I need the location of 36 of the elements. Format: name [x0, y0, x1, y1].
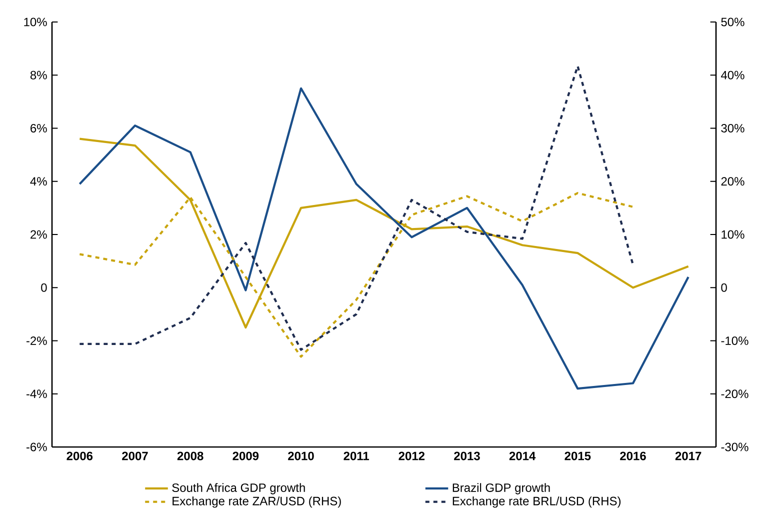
x-tick-label: 2012 — [398, 452, 425, 460]
x-tick-label: 2015 — [564, 452, 591, 460]
y2-tick-label: 40% — [720, 70, 744, 80]
legend-label: South Africa GDP growth — [172, 483, 305, 494]
y2-tick-label: 20% — [721, 177, 744, 186]
x-tick-label: 2010 — [288, 452, 314, 460]
x-tick-label: 2011 — [344, 452, 370, 460]
y-tick-label: -6% — [26, 442, 47, 452]
legend-label: Brazil GDP growth — [452, 483, 550, 494]
line-series — [78, 87, 690, 390]
y2-tick-label: -20% — [721, 390, 748, 398]
y-tick-label: 4% — [30, 177, 47, 186]
x-tick-label: 2008 — [177, 452, 204, 460]
y-tick-label: 6% — [30, 124, 47, 132]
y-tick-label: 10% — [24, 18, 47, 26]
x-tick-label: 2006 — [66, 452, 93, 460]
y-tick-label: 0 — [41, 283, 47, 292]
y2-tick-label: 30% — [721, 124, 744, 132]
x-tick-label: 2017 — [675, 452, 702, 460]
y-tick-label: 2% — [30, 230, 47, 239]
x-tick-label: 2013 — [454, 452, 480, 460]
x-tick-label: 2007 — [122, 452, 148, 460]
y2-tick-label: -30% — [721, 442, 748, 452]
y2-tick-label: -10% — [721, 336, 748, 346]
y2-tick-label: 10% — [722, 230, 744, 239]
x-tick-label: 2014 — [509, 452, 536, 460]
y-tick-label: 8% — [30, 70, 47, 80]
x-tick-label: 2016 — [620, 452, 646, 460]
y2-tick-label: 0 — [721, 283, 727, 292]
line-series — [78, 65, 634, 351]
legend-label: Exchange rate ZAR/USD (RHS) — [172, 496, 341, 508]
y2-tick-label: 50% — [721, 18, 744, 26]
y-tick-label: -2% — [26, 336, 47, 345]
y-tick-label: -4% — [26, 390, 47, 398]
x-tick-label: 2009 — [232, 452, 259, 460]
legend-label: Exchange rate BRL/USD (RHS) — [452, 496, 621, 508]
